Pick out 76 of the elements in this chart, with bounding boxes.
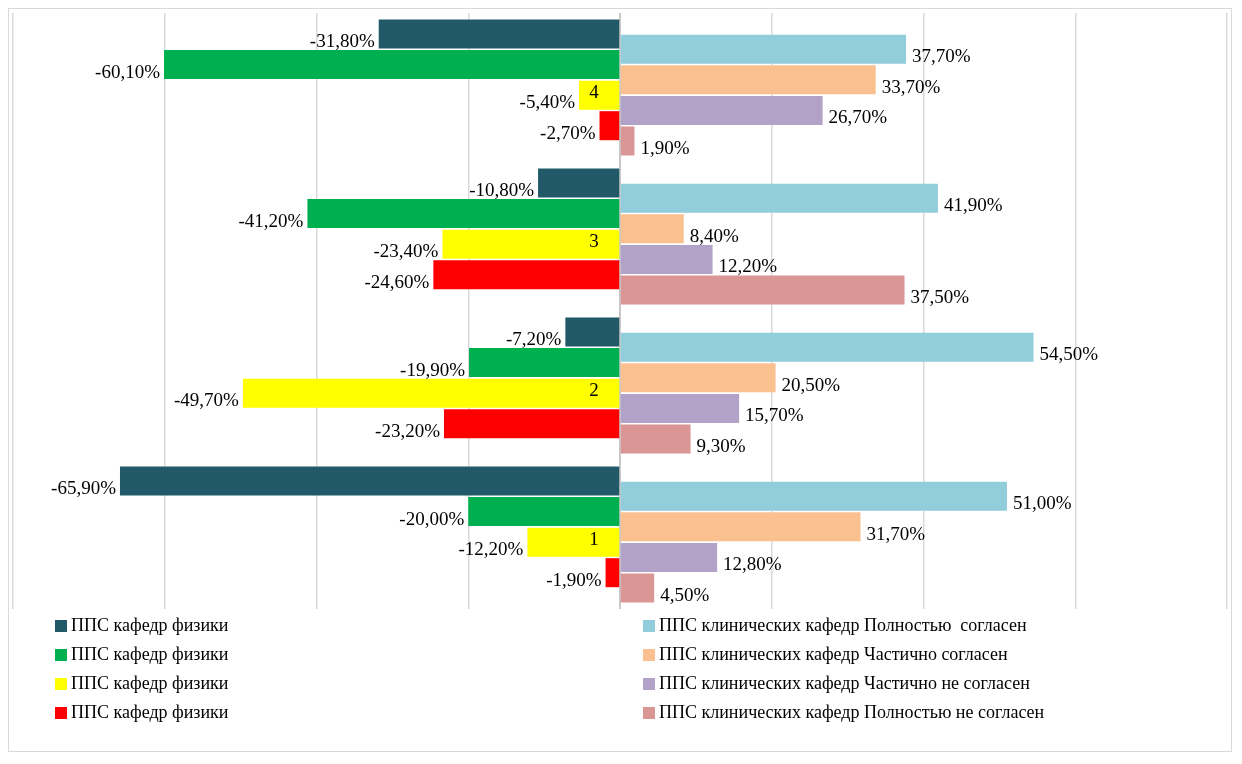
data-label: 15,70% — [745, 404, 804, 426]
data-label: 31,70% — [866, 522, 926, 544]
data-label: 26,70% — [828, 106, 888, 128]
bar — [620, 332, 1034, 362]
legend-label: ППС клинических кафедр Частично не согласен — [659, 673, 1030, 694]
data-label: 4,50% — [660, 583, 710, 605]
legend-label: ППС кафедр физики — [71, 673, 229, 694]
data-label: 41,90% — [943, 194, 1003, 216]
bar — [538, 168, 620, 198]
data-label: 54,50% — [1039, 343, 1099, 365]
bar — [620, 481, 1007, 511]
bar — [378, 19, 620, 49]
data-label: -1,90% — [546, 568, 602, 590]
bar — [565, 317, 620, 347]
data-label: 51,00% — [1012, 492, 1072, 514]
y-tick-label: 2 — [589, 379, 599, 401]
data-label: -2,70% — [540, 121, 596, 143]
legend-label: ППС клинических кафедр Полностью согласен — [659, 615, 1027, 636]
data-label: -12,20% — [458, 538, 524, 560]
bar — [579, 80, 620, 110]
data-label: -65,90% — [51, 477, 117, 499]
bar — [242, 378, 620, 408]
data-label: -7,20% — [505, 328, 562, 350]
bar — [620, 183, 938, 213]
bar — [620, 244, 713, 274]
data-label: -20,00% — [399, 507, 465, 529]
bar — [605, 558, 620, 588]
data-label: -23,20% — [375, 419, 441, 441]
data-label: 37,50% — [910, 285, 970, 307]
data-label: 37,70% — [912, 45, 971, 67]
y-tick-label: 1 — [589, 528, 599, 550]
bar — [620, 573, 655, 603]
bar — [119, 466, 620, 496]
bar — [307, 199, 620, 229]
bar — [620, 34, 907, 64]
data-label: -60,10% — [95, 60, 161, 82]
legend-label: ППС кафедр физики — [71, 702, 229, 723]
data-label: -19,90% — [400, 358, 466, 380]
bar — [620, 275, 905, 305]
data-label: 9,30% — [696, 434, 746, 456]
data-label: -10,80% — [469, 179, 535, 201]
bar — [527, 527, 620, 557]
bar — [442, 229, 620, 259]
bar — [620, 542, 718, 572]
legend-label: ППС клинических кафедр Частично согласен — [659, 644, 1008, 665]
data-label: 33,70% — [881, 75, 941, 97]
bar — [620, 393, 740, 423]
bar — [620, 512, 861, 542]
bar — [620, 65, 876, 95]
bar — [443, 409, 620, 439]
y-tick-label: 3 — [589, 230, 599, 252]
bar — [620, 95, 823, 125]
bar — [620, 424, 691, 454]
bar — [620, 214, 684, 244]
data-label: 20,50% — [781, 373, 841, 395]
bar — [469, 348, 620, 378]
data-label: 12,80% — [723, 553, 782, 575]
bar — [163, 50, 620, 80]
data-label: -5,40% — [519, 91, 576, 113]
legend-label: ППС клинических кафедр Полностью не согласен — [659, 702, 1045, 723]
data-label: -23,40% — [373, 240, 439, 262]
data-label: 12,20% — [718, 255, 778, 277]
bar — [620, 363, 776, 393]
data-label: -24,60% — [364, 270, 430, 292]
bar — [468, 497, 620, 527]
y-tick-label: 4 — [589, 81, 600, 103]
data-label: -41,20% — [238, 209, 304, 231]
bar — [599, 111, 620, 141]
data-label: -31,80% — [309, 30, 375, 52]
data-label: 8,40% — [689, 224, 739, 246]
data-label: 1,90% — [640, 136, 690, 158]
legend-label: ППС кафедр физики — [71, 644, 229, 665]
bar — [620, 126, 635, 156]
data-label: -49,70% — [173, 389, 240, 411]
bar — [433, 260, 620, 290]
legend-label: ППС кафедр физики — [71, 615, 229, 636]
